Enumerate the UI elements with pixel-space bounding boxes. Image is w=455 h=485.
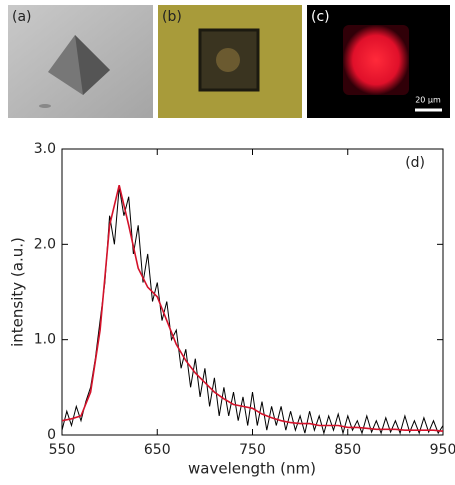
x-tick-label: 750 (239, 442, 266, 458)
x-tick-label: 850 (334, 442, 361, 458)
panel-a: (a) (8, 5, 153, 118)
x-tick-label: 650 (144, 442, 171, 458)
y-tick-label: 2.0 (34, 236, 56, 252)
scale-bar-label: 20 µm (415, 96, 441, 105)
y-tick-label: 1.0 (34, 332, 56, 348)
figure: (a) (b) 20 µm (c) (d) wavelength (nm) in… (0, 0, 455, 481)
x-axis-label: wavelength (nm) (188, 460, 316, 478)
y-tick-label: 3.0 (34, 141, 56, 157)
y-tick-label: 0 (47, 427, 56, 443)
x-tick-label: 950 (430, 442, 455, 458)
panel-b: (b) (158, 5, 302, 118)
panel-label: (d) (405, 155, 425, 171)
panel-label: (a) (12, 9, 32, 25)
panel-c: 20 µm (c) (307, 5, 450, 118)
y-axis-label: intensity (a.u.) (9, 237, 27, 347)
x-tick-label: 550 (49, 442, 76, 458)
panel-label: (b) (162, 9, 182, 25)
chart: (d) wavelength (nm) intensity (a.u.) 0 1.… (9, 141, 455, 478)
series-line (62, 187, 443, 433)
panel-label: (c) (311, 9, 330, 25)
